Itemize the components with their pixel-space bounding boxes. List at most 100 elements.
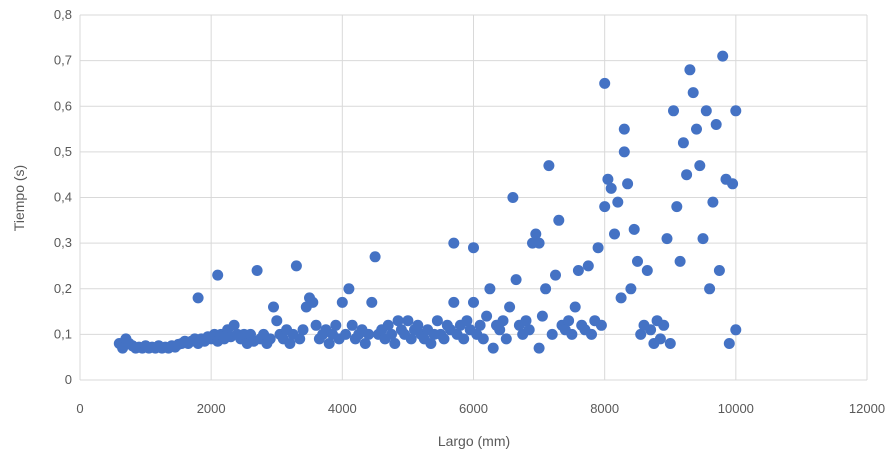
data-point bbox=[625, 283, 637, 295]
data-point bbox=[674, 255, 686, 267]
data-point bbox=[658, 319, 670, 331]
data-point bbox=[405, 333, 417, 345]
data-point bbox=[645, 324, 657, 336]
data-point bbox=[687, 87, 699, 99]
data-point bbox=[563, 315, 575, 327]
data-point bbox=[602, 173, 614, 185]
data-point bbox=[468, 296, 479, 308]
y-tick-label: 0,1 bbox=[54, 326, 72, 341]
data-point bbox=[487, 342, 499, 354]
data-point bbox=[668, 105, 679, 117]
data-point bbox=[228, 319, 240, 331]
data-point bbox=[212, 269, 224, 281]
data-point bbox=[523, 324, 535, 336]
data-point bbox=[586, 328, 597, 340]
data-point bbox=[632, 255, 643, 267]
x-tick-label: 8000 bbox=[590, 401, 619, 416]
data-point bbox=[550, 269, 561, 281]
data-point bbox=[382, 319, 394, 331]
data-point bbox=[671, 201, 683, 213]
data-point bbox=[572, 265, 584, 276]
data-point bbox=[290, 260, 302, 272]
y-tick-label: 0,4 bbox=[54, 190, 72, 205]
data-point bbox=[481, 310, 493, 322]
data-point bbox=[691, 123, 702, 135]
x-tick-label: 4000 bbox=[328, 401, 357, 416]
data-point bbox=[510, 274, 522, 286]
data-point bbox=[340, 328, 352, 340]
data-point bbox=[618, 123, 630, 135]
data-point bbox=[484, 283, 496, 295]
data-point bbox=[474, 319, 486, 331]
data-point bbox=[664, 338, 676, 349]
data-point bbox=[723, 338, 735, 349]
data-point bbox=[730, 324, 742, 336]
data-point bbox=[310, 319, 322, 331]
data-point bbox=[251, 265, 263, 276]
data-point bbox=[684, 64, 696, 76]
x-axis-tick-labels: 0 2000 4000 6000 8000 10000 12000 bbox=[76, 401, 885, 416]
data-point bbox=[359, 338, 371, 349]
x-tick-label: 10000 bbox=[718, 401, 754, 416]
data-point bbox=[507, 192, 519, 203]
data-point bbox=[363, 328, 375, 340]
data-point bbox=[681, 169, 693, 181]
data-point bbox=[641, 265, 653, 276]
data-point bbox=[694, 160, 706, 172]
x-tick-label: 0 bbox=[76, 401, 83, 416]
y-tick-label: 0,2 bbox=[54, 281, 72, 296]
data-point bbox=[700, 105, 712, 117]
x-axis-title: Largo (mm) bbox=[438, 433, 510, 449]
data-point bbox=[582, 260, 594, 272]
data-point bbox=[497, 315, 509, 327]
y-tick-label: 0,7 bbox=[54, 53, 72, 68]
x-tick-label: 6000 bbox=[459, 401, 488, 416]
data-point bbox=[500, 333, 512, 345]
data-point bbox=[458, 333, 470, 345]
data-point bbox=[392, 315, 404, 327]
data-point bbox=[402, 315, 414, 327]
data-point bbox=[704, 283, 716, 295]
x-tick-label: 12000 bbox=[849, 401, 885, 416]
data-point bbox=[628, 223, 640, 235]
data-point bbox=[599, 77, 611, 89]
data-point bbox=[697, 233, 709, 245]
data-point bbox=[612, 196, 624, 208]
data-point bbox=[448, 237, 460, 249]
data-point bbox=[707, 196, 719, 208]
data-point bbox=[264, 333, 276, 345]
data-point bbox=[461, 315, 473, 327]
data-point bbox=[599, 201, 611, 213]
data-point bbox=[477, 333, 489, 345]
data-point bbox=[605, 182, 617, 194]
data-point bbox=[536, 310, 548, 322]
data-point bbox=[618, 146, 630, 158]
data-point bbox=[386, 328, 397, 340]
data-point bbox=[323, 338, 335, 349]
data-point bbox=[717, 50, 729, 62]
data-point bbox=[431, 315, 443, 327]
y-axis-title: Tiempo (s) bbox=[11, 165, 27, 231]
data-point bbox=[504, 301, 516, 313]
data-point bbox=[346, 319, 358, 331]
data-point bbox=[307, 296, 319, 308]
data-point bbox=[615, 292, 627, 304]
x-tick-label: 2000 bbox=[197, 401, 226, 416]
data-point bbox=[677, 137, 689, 149]
data-point bbox=[297, 324, 309, 336]
data-point bbox=[710, 119, 722, 130]
data-point bbox=[609, 228, 620, 240]
data-point bbox=[438, 333, 450, 345]
data-point bbox=[425, 338, 437, 349]
data-point bbox=[369, 251, 381, 263]
y-tick-label: 0,6 bbox=[54, 98, 72, 113]
data-point bbox=[654, 333, 666, 345]
data-point bbox=[366, 296, 378, 308]
data-point bbox=[412, 319, 424, 331]
data-point bbox=[595, 319, 607, 331]
y-tick-label: 0 bbox=[65, 372, 72, 387]
data-point bbox=[468, 242, 479, 254]
data-point bbox=[533, 237, 545, 249]
data-points bbox=[113, 50, 742, 354]
data-point bbox=[592, 242, 604, 254]
